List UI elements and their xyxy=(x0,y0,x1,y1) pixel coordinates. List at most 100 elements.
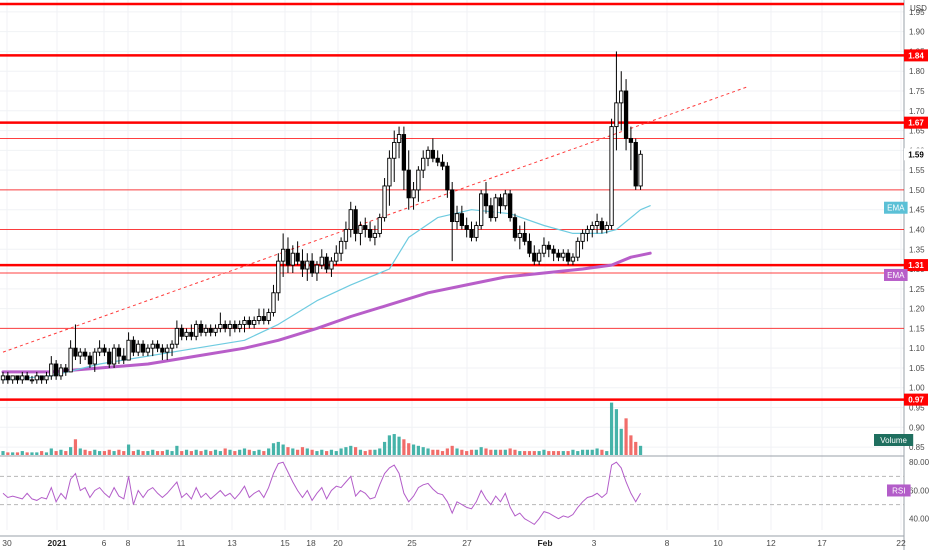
time-tick-label: 2021 xyxy=(48,538,67,548)
candle-down xyxy=(628,138,634,143)
volume-bar xyxy=(402,439,406,455)
volume-bar xyxy=(315,451,319,455)
volume-bar xyxy=(382,441,387,455)
volume-bar xyxy=(494,449,498,455)
volume-bar xyxy=(552,451,556,455)
candle-down xyxy=(450,189,455,223)
volume-bar xyxy=(455,448,459,455)
rsi-tick-label: 40.00 xyxy=(909,515,930,524)
volume-bar xyxy=(98,451,102,455)
candle-up xyxy=(20,375,25,381)
currency-label: USD xyxy=(910,4,927,13)
volume-bar xyxy=(93,449,97,455)
candle-down xyxy=(87,355,93,365)
volume-bar xyxy=(614,409,619,455)
time-tick-label: 3 xyxy=(592,538,597,548)
volume-bar xyxy=(160,451,164,455)
time-tick-label: 25 xyxy=(407,538,417,548)
candle-up xyxy=(348,209,353,230)
candle-up xyxy=(590,225,595,230)
volume-bars xyxy=(1,402,643,455)
price-tick-label: 1.65 xyxy=(909,127,925,136)
candle-down xyxy=(512,217,518,238)
candle-down xyxy=(140,343,146,353)
candle-down xyxy=(488,205,493,219)
price-tick-label: 0.85 xyxy=(909,443,925,452)
volume-bar xyxy=(518,451,522,455)
volume-bar xyxy=(581,449,585,455)
volume-bar xyxy=(213,449,218,455)
ema-long-label-text: EMA xyxy=(887,271,905,280)
candle-up xyxy=(604,225,609,230)
candle-up xyxy=(44,375,49,381)
time-tick-label: 27 xyxy=(462,538,472,548)
volume-bar xyxy=(368,449,372,455)
volume-bar xyxy=(431,449,435,455)
volume-bar xyxy=(262,451,266,455)
volume-bar xyxy=(30,452,34,455)
candle-down xyxy=(116,347,122,357)
candle-up xyxy=(474,225,479,238)
volume-bar xyxy=(358,449,363,455)
candle-up xyxy=(387,157,392,187)
volume-bar xyxy=(83,449,87,455)
candle-up xyxy=(242,320,247,325)
volume-bar xyxy=(117,449,121,455)
ema-short-label-text: EMA xyxy=(887,204,905,213)
volume-bar xyxy=(204,449,208,455)
volume-bar xyxy=(465,451,469,455)
volume-bar xyxy=(411,444,416,455)
candle-up xyxy=(421,157,426,171)
volume-bar xyxy=(609,402,614,455)
candle-up xyxy=(536,252,542,262)
volume-bar xyxy=(310,449,314,455)
rsi-pane xyxy=(0,461,904,526)
volume-bar xyxy=(305,448,309,455)
candle-up xyxy=(150,343,155,349)
level-badge-text: 1.67 xyxy=(908,119,924,128)
volume-bar xyxy=(146,451,150,455)
volume-bar xyxy=(503,449,507,455)
candle-up xyxy=(614,102,619,128)
volume-bar xyxy=(155,451,160,455)
candle-down xyxy=(25,375,30,381)
volume-bar xyxy=(397,436,401,455)
volume-bar xyxy=(498,449,503,455)
volume-bar xyxy=(126,444,131,455)
volume-bar xyxy=(25,452,29,455)
candle-up xyxy=(136,343,141,353)
candle-up xyxy=(638,153,643,187)
volume-bar xyxy=(88,451,92,455)
candle-down xyxy=(160,347,165,353)
volume-bar xyxy=(73,439,78,455)
volume-bar xyxy=(556,451,561,455)
volume-bar xyxy=(44,452,49,455)
candle-up xyxy=(561,252,566,258)
level-badge-box xyxy=(904,116,928,129)
candle-up xyxy=(78,351,83,357)
volume-bar xyxy=(474,449,478,455)
candle-up xyxy=(252,320,257,325)
candle-down xyxy=(155,343,160,349)
candle-down xyxy=(546,244,551,250)
candle-down xyxy=(232,323,237,329)
level-badge-text: 1.84 xyxy=(908,51,924,60)
time-axis[interactable]: 30 2021 6 8 11 13 15 18 20 25 27 Feb 3 8 10 12 17 22 xyxy=(2,538,906,548)
volume-bar xyxy=(228,449,232,455)
time-tick-label: 12 xyxy=(766,538,776,548)
candle-down xyxy=(445,165,450,191)
price-tick-label: 0.95 xyxy=(909,404,925,413)
candle-up xyxy=(314,264,320,274)
candle-down xyxy=(623,90,629,139)
candle-up xyxy=(34,375,39,381)
volume-bar xyxy=(252,451,256,455)
candle-down xyxy=(53,363,59,377)
candle-up xyxy=(493,197,498,219)
candle-down xyxy=(435,157,440,163)
volume-bar xyxy=(320,449,324,455)
candle-down xyxy=(300,260,305,270)
candle-up xyxy=(382,185,387,219)
candle-up xyxy=(111,347,117,365)
